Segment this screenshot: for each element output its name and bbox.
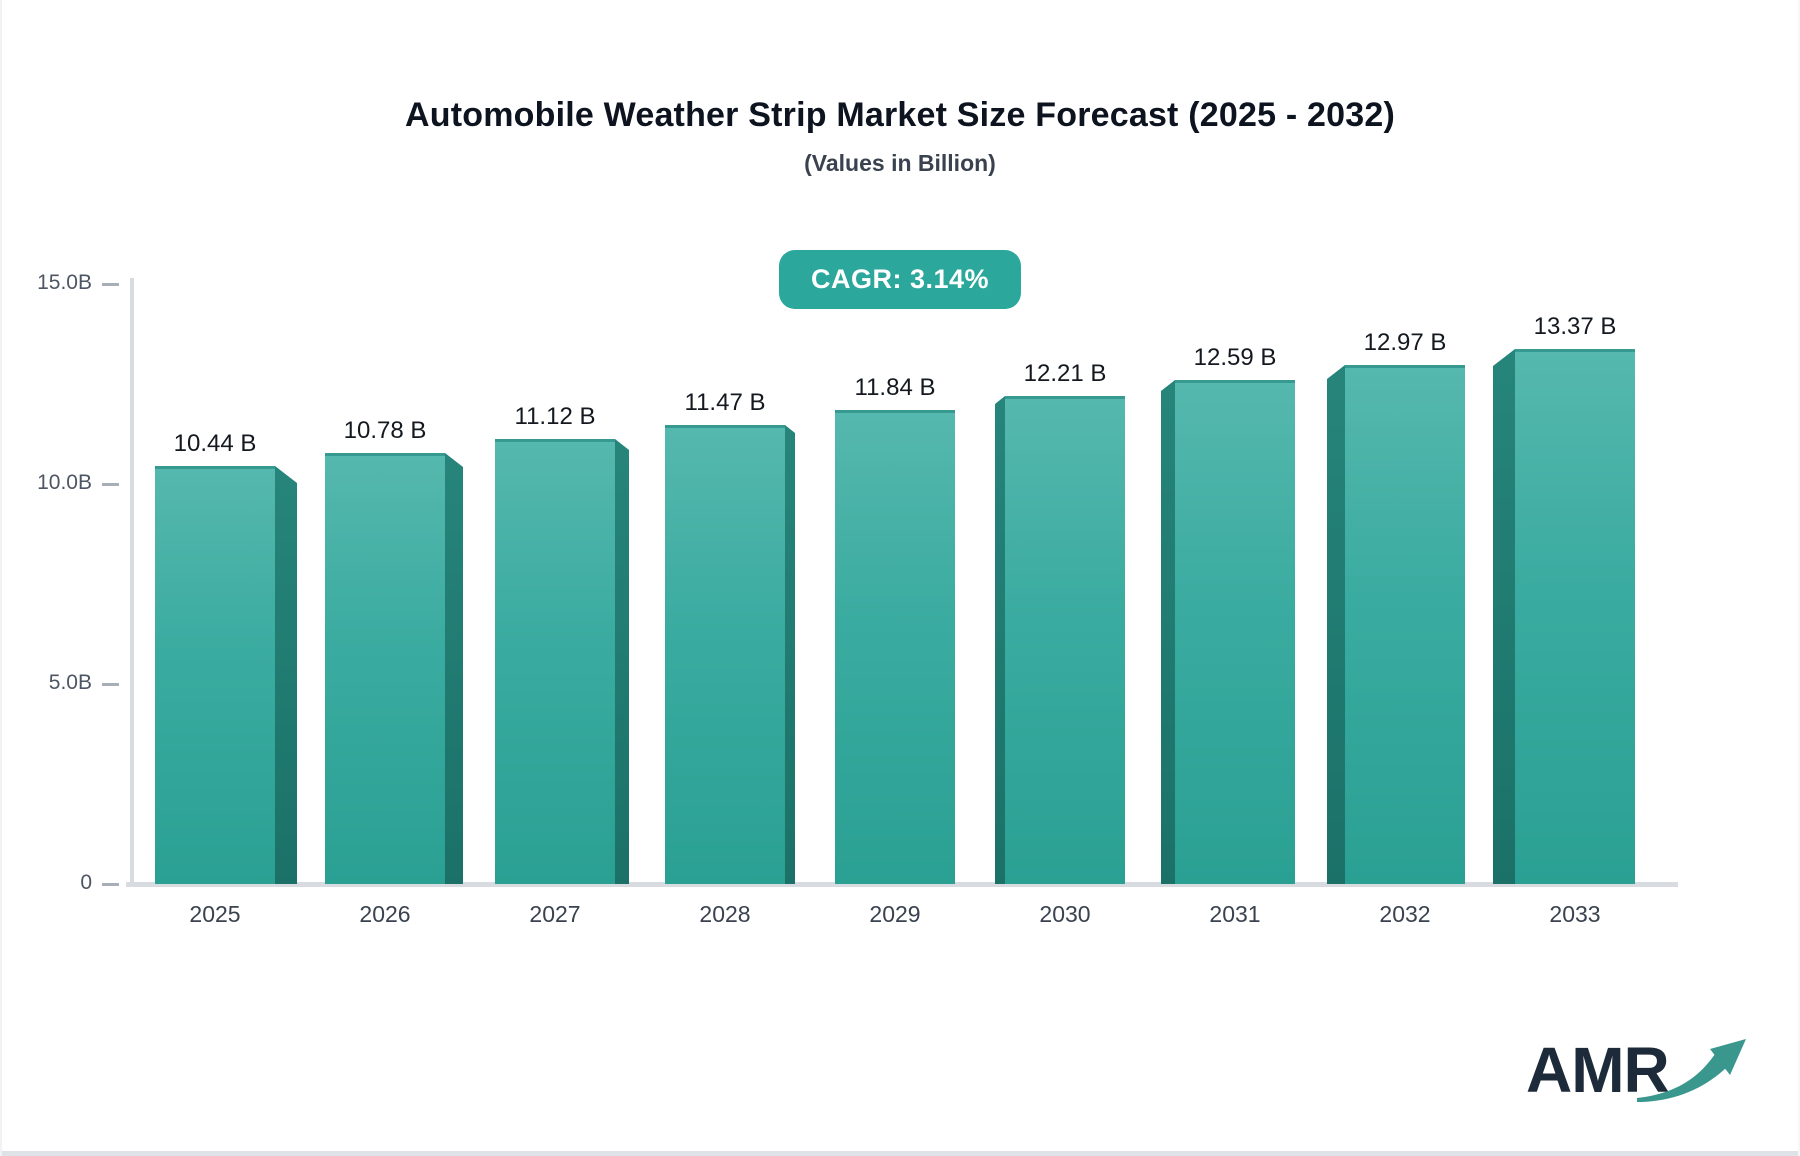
x-axis-label: 2028 [699, 901, 751, 927]
bar-face [1175, 380, 1295, 884]
bar-side-shadow [995, 396, 1005, 884]
bar-face [835, 410, 955, 884]
bar [1327, 365, 1465, 884]
bar-value-label: 13.37 B [1533, 313, 1617, 340]
bar-face [1005, 396, 1125, 884]
x-axis-label: 2026 [359, 901, 411, 927]
bar-value-label: 11.84 B [854, 374, 936, 401]
y-axis-tick-label: 0 [80, 871, 92, 894]
chart-title: Automobile Weather Strip Market Size For… [405, 96, 1395, 134]
bottom-border [2, 1151, 1798, 1156]
x-axis-label: 2033 [1549, 901, 1601, 927]
y-axis-tick-mark [102, 483, 119, 486]
bar-value-label: 11.47 B [684, 389, 766, 416]
bar-side-shadow [1161, 380, 1175, 884]
bar-face [155, 466, 275, 884]
x-axis-line [126, 882, 1678, 887]
y-axis-tick-mark [102, 683, 119, 686]
bar [995, 396, 1125, 884]
y-axis-tick-mark [102, 883, 119, 886]
amr-logo-text: AMR [1526, 1034, 1670, 1106]
x-axis-label: 2031 [1209, 901, 1261, 927]
y-axis-tick-mark [102, 283, 119, 286]
bar-value-label: 10.78 B [343, 417, 427, 444]
bar-face [495, 439, 615, 884]
bar-face [325, 453, 445, 884]
bar [665, 425, 795, 884]
bar [1161, 380, 1295, 884]
bar-value-label: 10.44 B [173, 430, 257, 457]
bar [325, 453, 463, 884]
x-axis-label: 2029 [869, 901, 921, 927]
y-axis-tick-label: 15.0B [37, 271, 92, 294]
growth-arrow-icon [1636, 1039, 1746, 1102]
bar-side-shadow [1493, 349, 1515, 884]
bar [1493, 349, 1635, 884]
x-axis-label: 2032 [1379, 901, 1431, 927]
bar-face [665, 425, 785, 884]
bar [155, 466, 297, 884]
y-axis-line [130, 278, 134, 886]
bar-value-label: 12.21 B [1023, 360, 1107, 387]
bar-side-shadow [615, 439, 629, 884]
bar-value-label: 12.59 B [1193, 344, 1277, 371]
bar-face [1515, 349, 1635, 884]
bar-side-shadow [1327, 365, 1345, 884]
x-axis-label: 2025 [189, 901, 241, 927]
bar-value-label: 12.97 B [1363, 329, 1447, 356]
bar-side-shadow [785, 425, 795, 884]
x-axis-label: 2027 [529, 901, 581, 927]
bar-value-label: 11.12 B [514, 403, 596, 430]
bar-face [1345, 365, 1465, 884]
bar-side-shadow [445, 453, 463, 884]
cagr-badge: CAGR: 3.14% [778, 250, 1022, 309]
amr-logo: AMR [1526, 1030, 1751, 1102]
x-axis-label: 2030 [1039, 901, 1091, 927]
chart-subtitle: (Values in Billion) [804, 150, 996, 176]
bar [495, 439, 629, 884]
y-axis-tick-label: 5.0B [48, 671, 92, 694]
bar-side-shadow [275, 466, 297, 884]
y-axis-tick-label: 10.0B [37, 471, 92, 494]
bar [835, 410, 955, 884]
